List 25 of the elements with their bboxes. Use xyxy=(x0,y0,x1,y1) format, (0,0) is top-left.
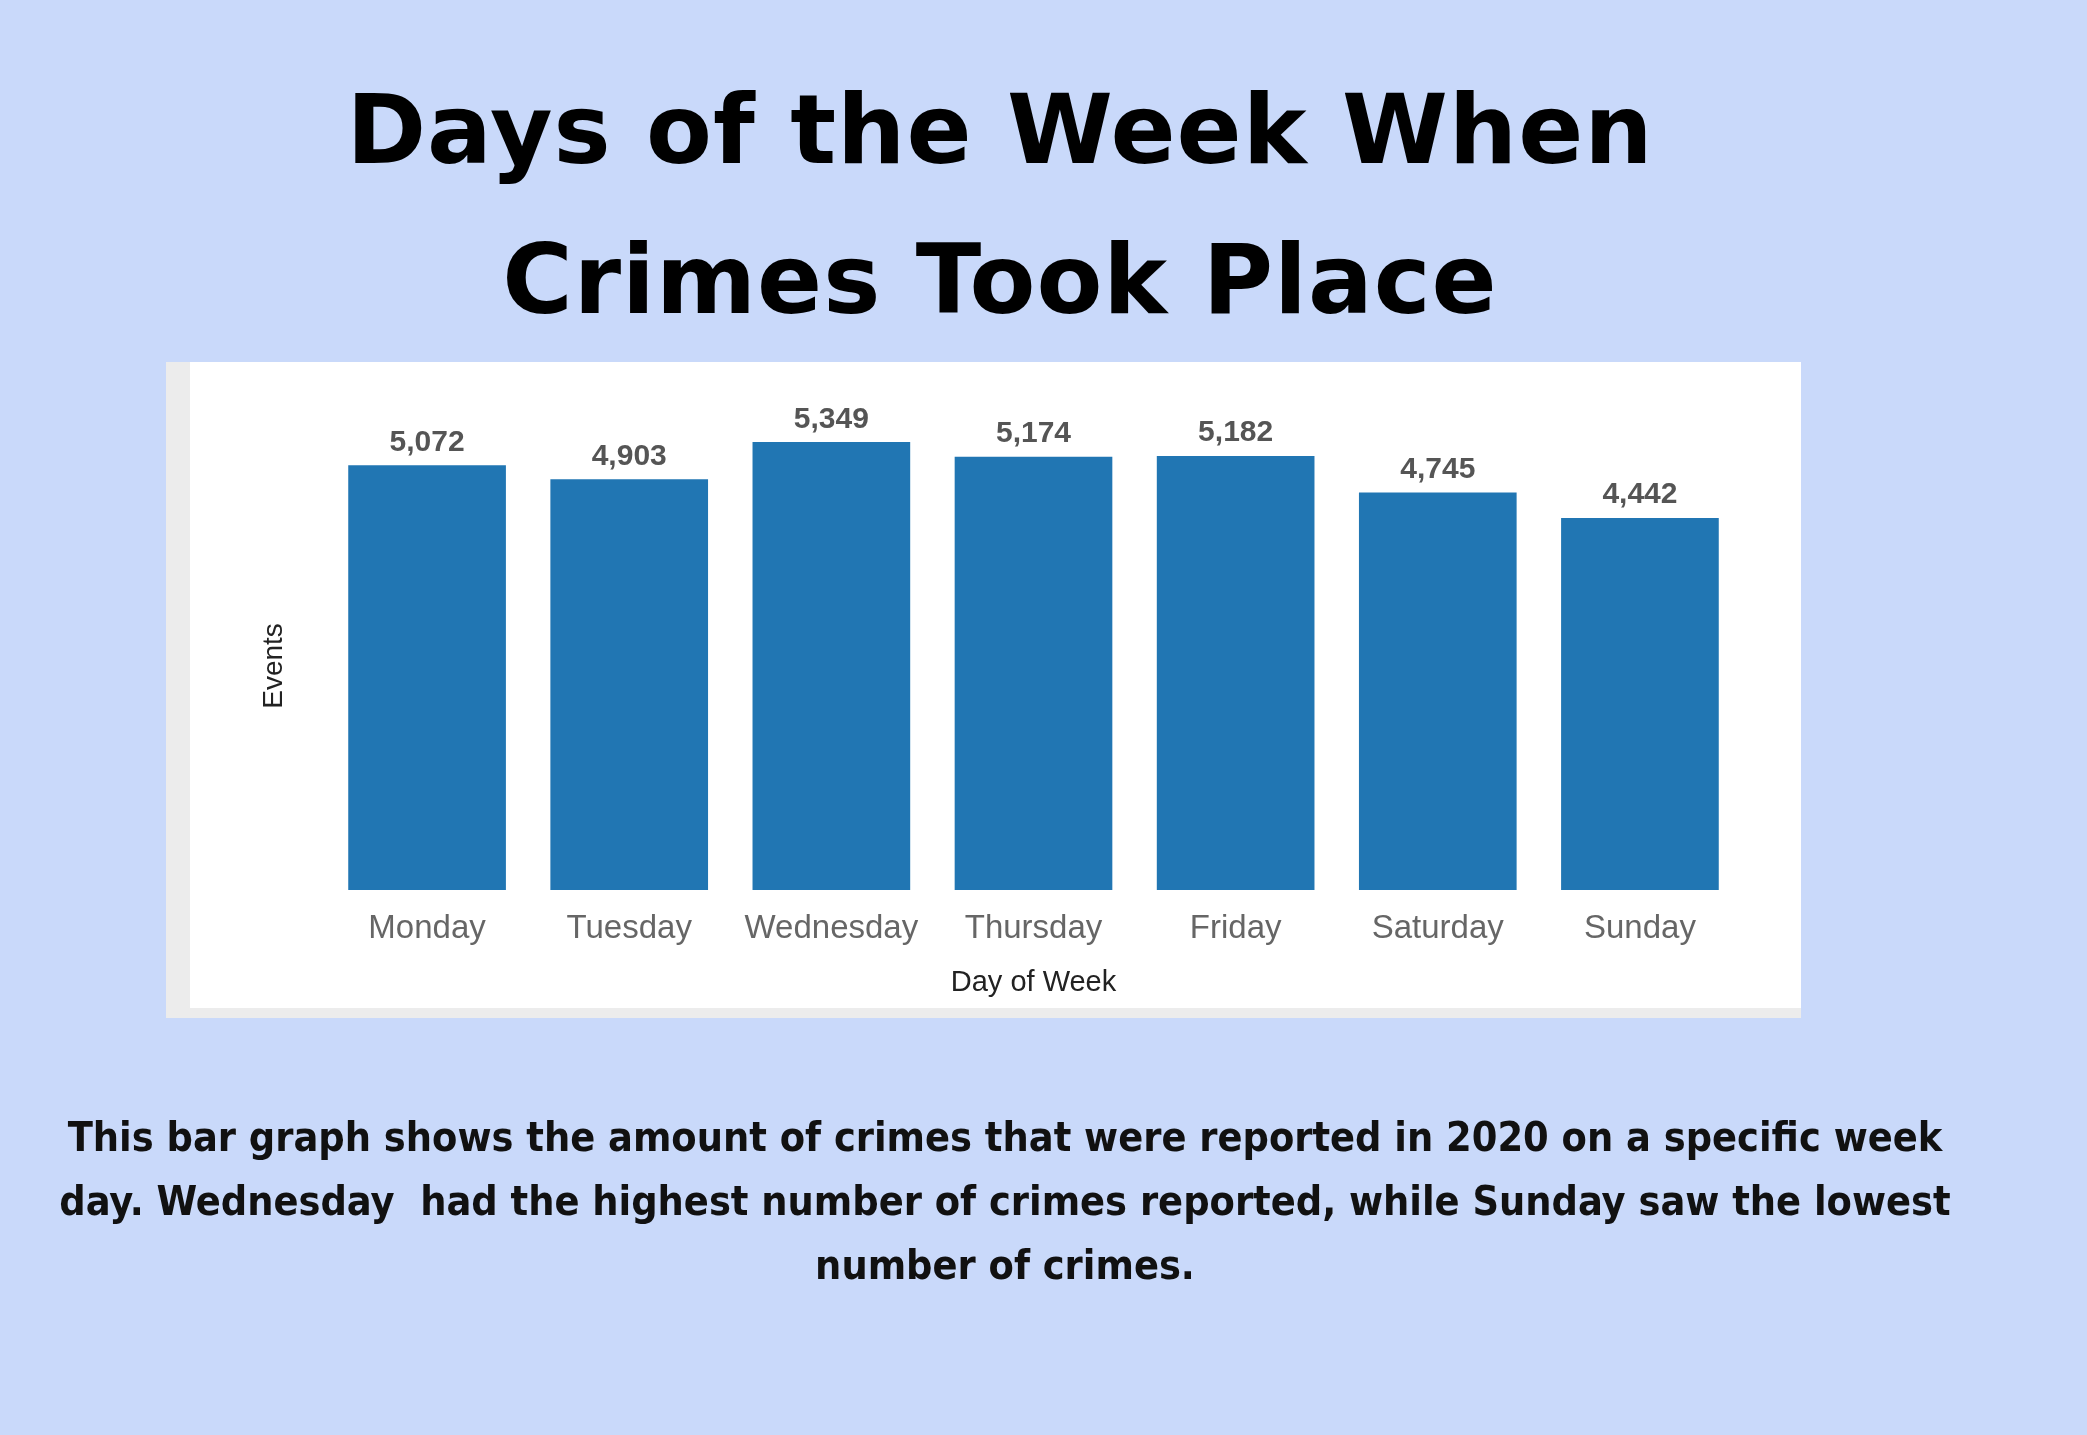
y-axis-title: Events xyxy=(256,623,288,709)
data-label: 5,072 xyxy=(389,423,465,457)
data-label: 4,903 xyxy=(591,437,667,471)
x-tick-label: Thursday xyxy=(964,908,1103,945)
x-tick-label: Wednesday xyxy=(744,908,919,945)
bar xyxy=(348,465,506,890)
data-label: 5,174 xyxy=(995,415,1072,449)
x-tick-label: Sunday xyxy=(1583,908,1697,945)
data-label: 5,349 xyxy=(793,400,869,434)
x-tick-label: Monday xyxy=(368,908,487,945)
x-tick-label: Saturday xyxy=(1371,908,1505,945)
bar xyxy=(1358,492,1517,890)
bar xyxy=(1156,455,1315,890)
x-tick-label: Friday xyxy=(1189,908,1282,945)
bar xyxy=(1561,517,1719,890)
chart-title: Days of the Week When Crimes Took Place xyxy=(345,73,1655,338)
bar xyxy=(550,479,709,890)
bar xyxy=(752,442,911,890)
text: This bar graph shows the amount of crimes that were reported in 2020 on a specific week day. Wednesday had the highest number of crimes reported, while Sunday saw the lowest number of crimes. xyxy=(58,1112,1952,1291)
x-axis-title: Day of Week xyxy=(950,964,1117,997)
x-tick-label: Tuesday xyxy=(566,908,693,945)
bar xyxy=(954,456,1113,890)
data-label: 4,745 xyxy=(1400,451,1476,485)
data-label: 5,182 xyxy=(1198,414,1274,448)
data-label: 4,442 xyxy=(1602,476,1678,510)
